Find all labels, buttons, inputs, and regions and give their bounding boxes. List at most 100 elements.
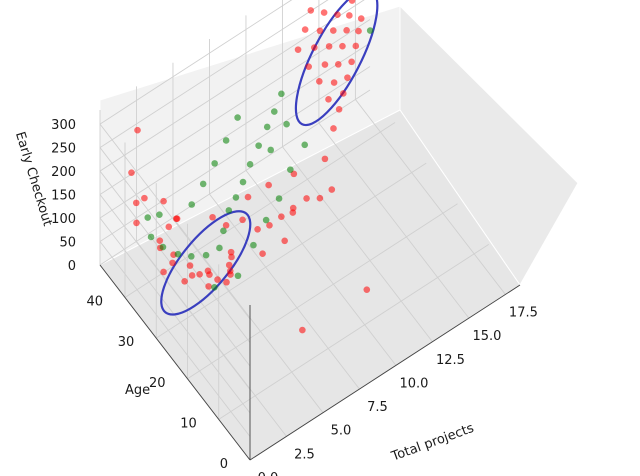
- data-point: [234, 272, 242, 280]
- data-point: [222, 222, 230, 229]
- data-point: [156, 211, 163, 218]
- data-point: [160, 268, 167, 276]
- data-point: [316, 27, 324, 35]
- data-point: [250, 241, 257, 249]
- data-point: [283, 120, 290, 128]
- data-point: [325, 96, 332, 103]
- data-point: [330, 125, 337, 132]
- data-point: [187, 253, 195, 260]
- data-point: [366, 27, 374, 34]
- z-tick-label: 50: [59, 236, 76, 251]
- x-tick-label: 2.5: [294, 447, 315, 462]
- data-point: [299, 326, 306, 334]
- axis-lines: [99, 264, 521, 461]
- data-point: [305, 63, 312, 70]
- data-point: [234, 114, 241, 121]
- data-point: [223, 278, 230, 286]
- data-point: [227, 248, 235, 256]
- grid-line: [99, 42, 371, 219]
- grid-line: [99, 194, 251, 390]
- data-point: [320, 9, 328, 16]
- data-point: [173, 215, 181, 222]
- data-point: [348, 0, 356, 4]
- data-point: [225, 261, 233, 269]
- data-point: [329, 27, 337, 34]
- data-point: [330, 79, 338, 86]
- y-tick-label: 0: [220, 457, 228, 472]
- y-axis-label: Age: [125, 383, 150, 398]
- x-tick-label: 15.0: [472, 329, 501, 344]
- z-tick-label: 100: [51, 212, 76, 227]
- data-point: [159, 243, 167, 251]
- data-point: [262, 216, 270, 224]
- data-point: [128, 169, 135, 176]
- data-point: [259, 250, 266, 258]
- x-tick-label: 17.5: [509, 305, 538, 320]
- data-point: [263, 123, 271, 131]
- grid-line: [99, 89, 371, 266]
- data-point: [335, 106, 343, 113]
- data-point: [220, 227, 227, 235]
- grid-line: [99, 147, 251, 343]
- data-point: [339, 42, 346, 50]
- data-point: [301, 141, 309, 149]
- z-tick-label: 200: [51, 165, 76, 180]
- cluster-loop: [160, 210, 252, 316]
- z-tick-label: 250: [51, 142, 76, 157]
- data-point: [363, 286, 371, 293]
- data-point: [244, 193, 252, 201]
- data-point: [169, 259, 176, 267]
- data-point: [278, 90, 285, 98]
- data-point: [199, 180, 207, 188]
- data-point: [225, 207, 233, 214]
- grid-line: [218, 243, 489, 420]
- z-tick-label: 300: [51, 118, 76, 133]
- data-point: [255, 142, 262, 149]
- data-point: [160, 197, 167, 205]
- data-point: [202, 251, 210, 259]
- x-tick-label: 0.0: [258, 471, 279, 476]
- x-tick-label: 10.0: [399, 376, 428, 391]
- x-axis-line: [249, 284, 521, 461]
- data-point: [357, 15, 365, 22]
- data-point: [232, 194, 240, 201]
- data-point: [165, 223, 173, 231]
- grid-line: [99, 0, 329, 148]
- data-point: [325, 43, 333, 50]
- data-point: [316, 78, 323, 85]
- data-point: [266, 222, 273, 229]
- grid-line: [99, 0, 365, 172]
- data-point: [132, 199, 140, 207]
- data-point: [156, 237, 164, 244]
- data-point: [239, 216, 246, 224]
- y-tick-label: 40: [86, 295, 103, 310]
- data-point: [265, 181, 272, 189]
- z-tick-label: 0: [68, 259, 76, 274]
- data-point: [267, 146, 275, 154]
- data-point: [216, 244, 223, 252]
- data-point: [239, 178, 247, 186]
- data-point: [228, 253, 235, 261]
- data-point: [303, 195, 310, 202]
- data-point: [206, 271, 213, 278]
- data-point: [344, 74, 351, 81]
- data-point: [211, 160, 218, 167]
- data-point: [321, 61, 329, 68]
- x-axis-label: Total projects: [389, 421, 476, 465]
- tick-labels: 0.0 2.5 5.0 7.5 10.0 12.5 15.0 17.5 0 10 20 30 40 0 50…: [51, 118, 538, 476]
- data-point: [270, 108, 278, 115]
- data-point: [275, 195, 283, 202]
- y-tick-label: 10: [180, 416, 197, 431]
- grid-line: [124, 122, 396, 298]
- grid-line: [99, 66, 371, 242]
- x-tick-label: 5.0: [331, 424, 352, 439]
- data-points: [128, 0, 374, 334]
- data-point: [188, 272, 196, 279]
- data-point: [226, 267, 234, 275]
- data-point: [307, 7, 315, 14]
- data-point: [205, 283, 212, 290]
- y-tick-label: 20: [149, 376, 166, 391]
- grid-line: [99, 0, 293, 125]
- data-point: [294, 46, 302, 53]
